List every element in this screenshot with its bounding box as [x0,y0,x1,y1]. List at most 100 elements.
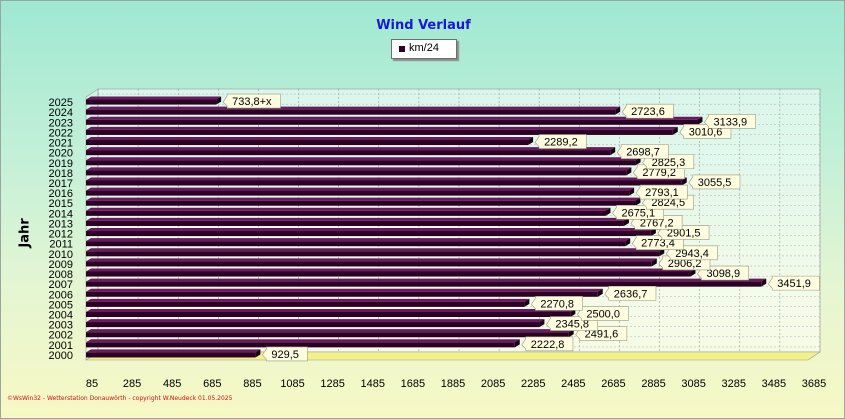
data-label-2025: 733,8+x [222,93,281,109]
bar-end-face [568,329,574,338]
x-tick-label: 2885 [641,378,665,390]
bar-top-face [86,177,687,181]
svg-text:3133,9: 3133,9 [713,116,747,128]
bar-end-face [528,136,534,146]
bar-end-face [651,258,657,267]
bar-2021 [86,139,529,146]
bar-end-face [697,116,703,125]
bar-2000 [86,352,256,358]
svg-text:2500,0: 2500,0 [586,308,620,320]
data-label-2007: 3451,9 [767,275,820,291]
legend-swatch [399,46,405,52]
bar-2002 [86,332,569,338]
bar-end-face [597,288,603,297]
y-tick-label: 2016 [49,188,73,200]
y-tick-label: 2017 [49,178,73,190]
x-tick-label: 2485 [561,378,585,390]
bar-2003 [86,322,540,328]
bar-2023 [86,119,698,125]
bar-top-face [86,258,657,262]
bar-top-face [86,116,703,120]
bar-2019 [86,160,636,166]
svg-text:2779,2: 2779,2 [642,167,676,179]
bar-2012 [86,231,651,237]
y-tick-label: 2015 [49,198,73,210]
bar-top-face [86,319,545,323]
y-tick-label: 2025 [49,97,73,109]
data-label-2001: 2222,8 [521,336,574,352]
bar-end-face [610,147,616,156]
svg-text:733,8+x: 733,8+x [232,96,272,108]
legend: km/24 [391,39,457,59]
bar-2024 [86,109,616,115]
svg-text:2636,7: 2636,7 [614,288,648,300]
svg-text:2491,6: 2491,6 [585,329,619,341]
bar-2004 [86,311,571,318]
data-label-2020: 2698,7 [616,144,669,159]
y-tick-label: 2013 [49,218,73,230]
x-tick-label: 1885 [441,378,465,390]
bar-2022 [86,129,673,135]
y-tick-label: 2000 [49,350,73,362]
y-tick-label: 2008 [49,269,73,281]
bar-top-face [86,268,696,272]
bar-end-face [514,339,520,348]
x-tick-label: 285 [123,378,141,390]
bar-top-face [86,308,576,312]
bar-end-face [761,278,767,287]
bar-2018 [86,170,627,176]
svg-text:3055,5: 3055,5 [698,177,732,189]
svg-text:2943,4: 2943,4 [675,248,709,260]
bar-top-face [86,197,641,201]
bar-top-face [86,136,534,140]
svg-text:2723,6: 2723,6 [631,106,665,118]
y-tick-label: 2011 [49,239,73,251]
svg-text:2793,1: 2793,1 [645,187,679,199]
bar-2016 [86,190,630,196]
bar-end-face [615,106,621,115]
y-tick-label: 2002 [49,330,73,342]
x-tick-label: 885 [243,378,261,390]
data-label-2000: 929,5 [261,346,308,362]
y-tick-label: 2004 [49,309,73,321]
svg-text:3010,6: 3010,6 [689,126,723,138]
bar-end-face [635,157,641,166]
svg-text:2345,8: 2345,8 [555,319,589,331]
bar-top-face [86,96,222,100]
svg-text:2901,5: 2901,5 [667,228,701,240]
bar-top-face [86,288,603,292]
bar-end-face [625,238,631,247]
bar-2001 [86,342,515,348]
data-label-2017: 3055,5 [688,174,741,190]
bar-top-face [86,157,641,161]
bar-top-face [86,126,678,130]
bar-top-face [86,349,261,353]
x-tick-label: 3285 [722,378,746,390]
y-tick-label: 2018 [49,168,73,180]
y-tick-label: 2022 [49,127,73,139]
bar-top-face [86,106,621,110]
y-tick-label: 2003 [49,320,73,332]
bar-end-face [255,349,261,358]
bar-top-face [86,278,767,282]
bar-2006 [86,291,598,297]
svg-text:2773,4: 2773,4 [641,238,675,250]
bar-2015 [86,200,636,206]
bar-end-face [629,187,635,196]
x-tick-label: 1485 [361,378,385,390]
y-tick-label: 2021 [49,138,73,150]
y-tick-label: 2019 [49,158,73,170]
x-tick-label: 3685 [802,378,826,390]
bar-2007 [86,281,762,287]
data-label-2005: 2270,8 [530,296,583,311]
bar-top-face [86,238,631,242]
x-tick-label: 485 [163,378,181,390]
bar-2011 [86,241,626,247]
bar-end-face [690,268,696,277]
svg-text:929,5: 929,5 [271,349,299,361]
y-tick-label: 2024 [49,107,73,119]
bar-2008 [86,271,691,277]
bar-2014 [86,210,606,216]
